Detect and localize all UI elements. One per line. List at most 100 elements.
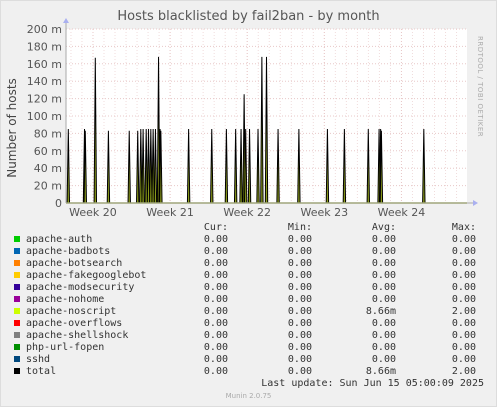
legend-series-name: apache-botsearch (26, 258, 123, 269)
legend-swatch (14, 260, 20, 266)
legend-swatch (14, 320, 20, 326)
legend-value-max: 0.00 (451, 270, 476, 281)
legend-value-max: 0.00 (451, 318, 476, 329)
legend-value-cur: 0.00 (203, 294, 228, 305)
data-spike (144, 129, 148, 204)
chart-title: Hosts blacklisted by fail2ban - by month (117, 9, 380, 24)
legend-series-name: apache-auth (26, 234, 93, 245)
legend-series-name: total (26, 366, 57, 377)
legend-row-php-url-fopen: php-url-fopen 0.00 0.00 0.00 0.00 (0, 342, 497, 354)
legend-value-max: 0.00 (451, 258, 476, 269)
legend-value-avg: 0.00 (371, 234, 396, 245)
legend-row-apache-modsecurity: apache-modsecurity 0.00 0.00 0.00 0.00 (0, 282, 497, 294)
x-tick-label: Week 23 (301, 206, 349, 219)
legend-row-apache-botsearch: apache-botsearch 0.00 0.00 0.00 0.00 (0, 258, 497, 270)
legend-swatch (14, 368, 20, 374)
x-tick-label: Week 21 (146, 206, 194, 219)
legend-value-cur: 0.00 (203, 330, 228, 341)
legend-row-apache-noscript: apache-noscript 0.00 0.00 8.66m 2.00 (0, 306, 497, 318)
legend-series-name: apache-nohome (26, 294, 105, 305)
data-spike (210, 129, 214, 204)
legend-value-min: 0.00 (287, 330, 312, 341)
x-axis-arrow (473, 200, 478, 206)
legend-swatch (14, 272, 20, 278)
legend-row-apache-auth: apache-auth 0.00 0.00 0.00 0.00 (0, 234, 497, 246)
data-spike (106, 130, 111, 204)
legend-header-min: Min: (287, 222, 312, 233)
x-tick-label: Week 24 (378, 206, 426, 219)
legend-value-cur: 0.00 (203, 246, 228, 257)
legend-value-max: 0.00 (451, 330, 476, 341)
legend-series-name: apache-modsecurity (26, 282, 135, 293)
munin-version-footer: Munin 2.0.75 (225, 392, 272, 400)
legend-series-name: php-url-fopen (26, 342, 105, 353)
y-tick-label: 160 m (27, 58, 62, 71)
legend-value-max: 0.00 (451, 354, 476, 365)
legend-value-min: 0.00 (287, 258, 312, 269)
legend-value-avg: 0.00 (371, 318, 396, 329)
legend-value-min: 0.00 (287, 246, 312, 257)
legend-value-min: 0.00 (287, 342, 312, 353)
data-spike (379, 130, 384, 204)
data-spike (243, 129, 248, 204)
legend-value-cur: 0.00 (203, 366, 228, 377)
legend-value-avg: 0.00 (371, 282, 396, 293)
y-tick-label: 120 m (27, 93, 62, 106)
legend-value-min: 0.00 (287, 306, 312, 317)
x-tick-label: Week 20 (69, 206, 117, 219)
legend-value-avg: 0.00 (371, 354, 396, 365)
legend-header-max: Max: (451, 222, 476, 233)
data-spike (256, 129, 260, 204)
legend-row-sshd: sshd 0.00 0.00 0.00 0.00 (0, 354, 497, 366)
legend-value-min: 0.00 (287, 318, 312, 329)
legend-row-apache-fakegooglebot: apache-fakegooglebot 0.00 0.00 0.00 0.00 (0, 270, 497, 282)
y-tick-label: 0 (55, 197, 62, 210)
legend-value-min: 0.00 (287, 270, 312, 281)
data-spike (149, 129, 153, 204)
legend-value-min: 0.00 (287, 366, 312, 377)
legend-value-cur: 0.00 (203, 354, 228, 365)
legend-value-cur: 0.00 (203, 306, 228, 317)
legend-swatch (14, 332, 20, 338)
legend-swatch (14, 308, 20, 314)
data-spike (366, 129, 370, 204)
chart-svg: 0 20 m 40 m 60 m 80 m 100 m 120 m 140 m 160 m 180… (27, 18, 478, 219)
legend-value-max: 2.00 (451, 306, 476, 317)
legend-series-name: sshd (26, 354, 51, 365)
legend-value-max: 0.00 (451, 246, 476, 257)
legend-value-max: 2.00 (451, 366, 476, 377)
data-spike (297, 129, 301, 204)
data-spike (422, 129, 426, 204)
legend-swatch (14, 248, 20, 254)
data-spike (224, 129, 229, 204)
legend-value-cur: 0.00 (203, 270, 228, 281)
data-spike (260, 56, 264, 204)
data-spike (186, 129, 191, 204)
y-tick-label: 140 m (27, 75, 62, 88)
data-spike (239, 129, 243, 204)
legend-value-avg: 0.00 (371, 330, 396, 341)
data-spike (247, 129, 252, 204)
data-spike (93, 57, 98, 204)
y-tick-label: 60 m (34, 145, 62, 158)
legend-value-cur: 0.00 (203, 318, 228, 329)
data-spike (146, 129, 151, 204)
legend-value-min: 0.00 (287, 234, 312, 245)
legend-swatch (14, 356, 20, 362)
legend-value-min: 0.00 (287, 354, 312, 365)
data-spike (151, 129, 155, 204)
legend-value-max: 0.00 (451, 234, 476, 245)
y-axis-arrow (63, 18, 69, 23)
legend-value-avg: 0.00 (371, 246, 396, 257)
legend-series-name: apache-shellshock (26, 330, 129, 341)
legend-swatch (14, 236, 20, 242)
legend-value-avg: 8.66m (365, 366, 396, 377)
legend-value-cur: 0.00 (203, 234, 228, 245)
legend-header-cur: Cur: (203, 222, 228, 233)
legend-value-cur: 0.00 (203, 282, 228, 293)
y-tick-label: 180 m (27, 40, 62, 53)
legend-value-max: 0.00 (451, 282, 476, 293)
legend-series-name: apache-noscript (26, 306, 117, 317)
y-tick-label: 200 m (27, 23, 62, 36)
legend-series-name: apache-badbots (26, 246, 111, 257)
